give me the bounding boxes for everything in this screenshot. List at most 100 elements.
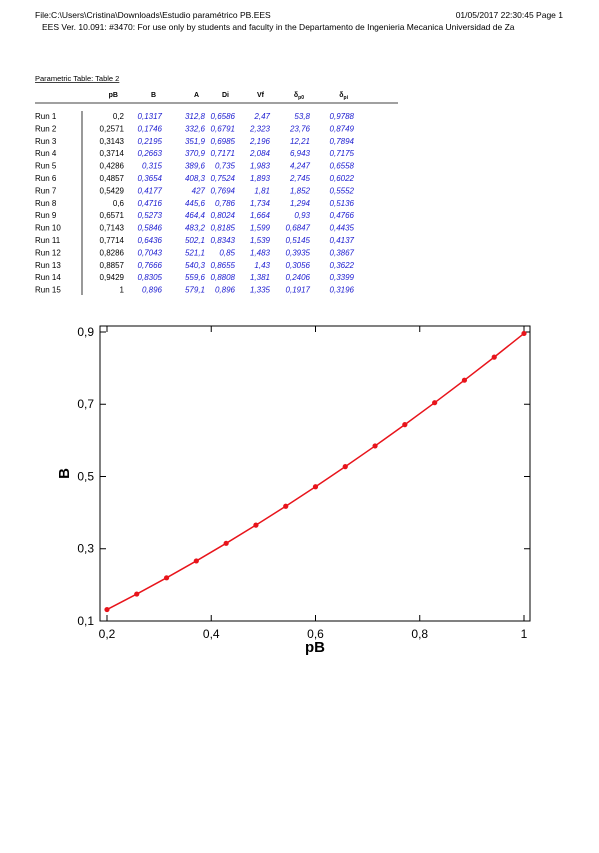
table-cell: 1,43 — [254, 261, 270, 270]
table-cell: 0,4177 — [138, 186, 163, 195]
table-cell: 0,6985 — [211, 137, 236, 146]
table-cell: 53,8 — [294, 112, 310, 121]
row-label: Run 8 — [35, 199, 57, 208]
table-cell: 1,664 — [250, 211, 271, 220]
table-cell: 0,8286 — [100, 248, 125, 257]
table-cell: 0,7143 — [100, 224, 125, 233]
data-line — [106, 332, 525, 611]
table-cell: 0,3399 — [330, 273, 355, 282]
column-header-text: pB — [109, 92, 118, 99]
table-cell: 0,7524 — [211, 174, 236, 183]
table-cell: 2,47 — [253, 112, 270, 121]
column-header-sub: p0 — [298, 95, 304, 101]
table-cell: 0,6847 — [286, 224, 311, 233]
table-cell: 0,7894 — [330, 137, 355, 146]
column-header: δpi — [339, 92, 348, 101]
table-cell: 0,3622 — [330, 261, 355, 270]
table-cell: 0,3867 — [330, 248, 355, 257]
column-header: pB — [109, 92, 118, 99]
row-label: Run 5 — [35, 162, 57, 171]
table-cell: 0,2663 — [138, 149, 163, 158]
table-cell: 0,85 — [219, 248, 235, 257]
column-header-text: δ — [294, 92, 298, 99]
table-cell: 0,6586 — [211, 112, 236, 121]
table-title: Parametric Table: Table 2 — [35, 74, 119, 83]
table-cell: 0,3935 — [286, 248, 311, 257]
table-cell: 0,6 — [113, 199, 125, 208]
data-point — [491, 354, 497, 360]
column-header-text: B — [151, 92, 156, 99]
table-cell: 0,5846 — [138, 224, 163, 233]
table-cell: 2,084 — [249, 149, 271, 158]
x-tick-label: 1 — [521, 627, 528, 641]
table-cell: 0,7666 — [138, 261, 163, 270]
table-cell: 0,7694 — [211, 186, 236, 195]
file-path: File:C:\Users\Cristina\Downloads\Estudio… — [35, 10, 271, 20]
data-point — [312, 484, 319, 490]
table-cell: 0,1317 — [138, 112, 163, 121]
table-cell: 0,8655 — [211, 261, 236, 270]
data-point — [253, 522, 259, 528]
table-cell: 0,5552 — [330, 186, 355, 195]
table-cell: 1,983 — [250, 162, 271, 171]
data-point — [163, 575, 170, 581]
table-cell: 0,4435 — [330, 224, 355, 233]
table-cell: 0,8024 — [211, 211, 236, 220]
print-date: 01/05/2017 22:30:45 Page 1 — [456, 10, 564, 20]
table-cell: 1,81 — [254, 186, 270, 195]
table-cell: 0,7175 — [330, 149, 355, 158]
table-cell: 540,3 — [185, 261, 206, 270]
column-header: δp0 — [294, 92, 304, 101]
row-label: Run 1 — [35, 112, 57, 121]
table-cell: 0,5273 — [138, 211, 163, 220]
column-header-sub: pi — [344, 95, 349, 101]
row-label: Run 14 — [35, 273, 61, 282]
data-point — [461, 377, 468, 383]
table-cell: 0,5145 — [286, 236, 311, 245]
table-cell: 1,852 — [290, 186, 311, 195]
table-cell: 502,1 — [185, 236, 205, 245]
table-cell: 2,323 — [249, 124, 271, 133]
row-label: Run 15 — [35, 286, 61, 295]
table-cell: 0,7171 — [211, 149, 235, 158]
column-header-text: Di — [222, 92, 229, 99]
table-cell: 0,3143 — [100, 137, 125, 146]
table-cell: 351,9 — [185, 137, 206, 146]
table-cell: 312,8 — [185, 112, 206, 121]
data-point — [134, 591, 140, 597]
table-cell: 1,381 — [250, 273, 270, 282]
table-cell: 0,786 — [215, 199, 236, 208]
table-cell: 0,4716 — [138, 199, 163, 208]
table-cell: 0,1746 — [138, 124, 163, 133]
column-header: Vf — [257, 92, 265, 99]
table-cell: 0,7714 — [100, 236, 125, 245]
row-label: Run 11 — [35, 236, 61, 245]
table-cell: 0,315 — [142, 162, 163, 171]
data-point — [402, 422, 408, 428]
table-cell: 0,6571 — [100, 211, 125, 220]
y-tick-label: 0,1 — [77, 614, 94, 628]
table-cell: 0,3196 — [330, 286, 355, 295]
table-cell: 0,3654 — [138, 174, 163, 183]
x-tick-label: 0,6 — [307, 627, 324, 641]
table-cell: 1,599 — [250, 224, 271, 233]
row-label: Run 10 — [35, 224, 61, 233]
row-label: Run 7 — [35, 186, 57, 195]
table-cell: 0,6558 — [330, 162, 355, 171]
table-cell: 0,3056 — [286, 261, 311, 270]
table-cell: 0,896 — [142, 286, 163, 295]
row-label: Run 2 — [35, 124, 57, 133]
table-cell: 0,4766 — [330, 211, 355, 220]
column-header-text: δ — [339, 92, 343, 99]
data-point — [521, 330, 527, 337]
x-tick-label: 0,4 — [203, 627, 220, 641]
data-point — [372, 443, 378, 449]
table-cell: 370,9 — [185, 149, 206, 158]
table-cell: 0,896 — [215, 286, 236, 295]
table-cell: 0,9429 — [100, 273, 125, 282]
table-cell: 0,5136 — [330, 199, 355, 208]
table-cell: 0,3714 — [100, 149, 125, 158]
row-label: Run 6 — [35, 174, 57, 183]
table-cell: 4,247 — [290, 162, 311, 171]
